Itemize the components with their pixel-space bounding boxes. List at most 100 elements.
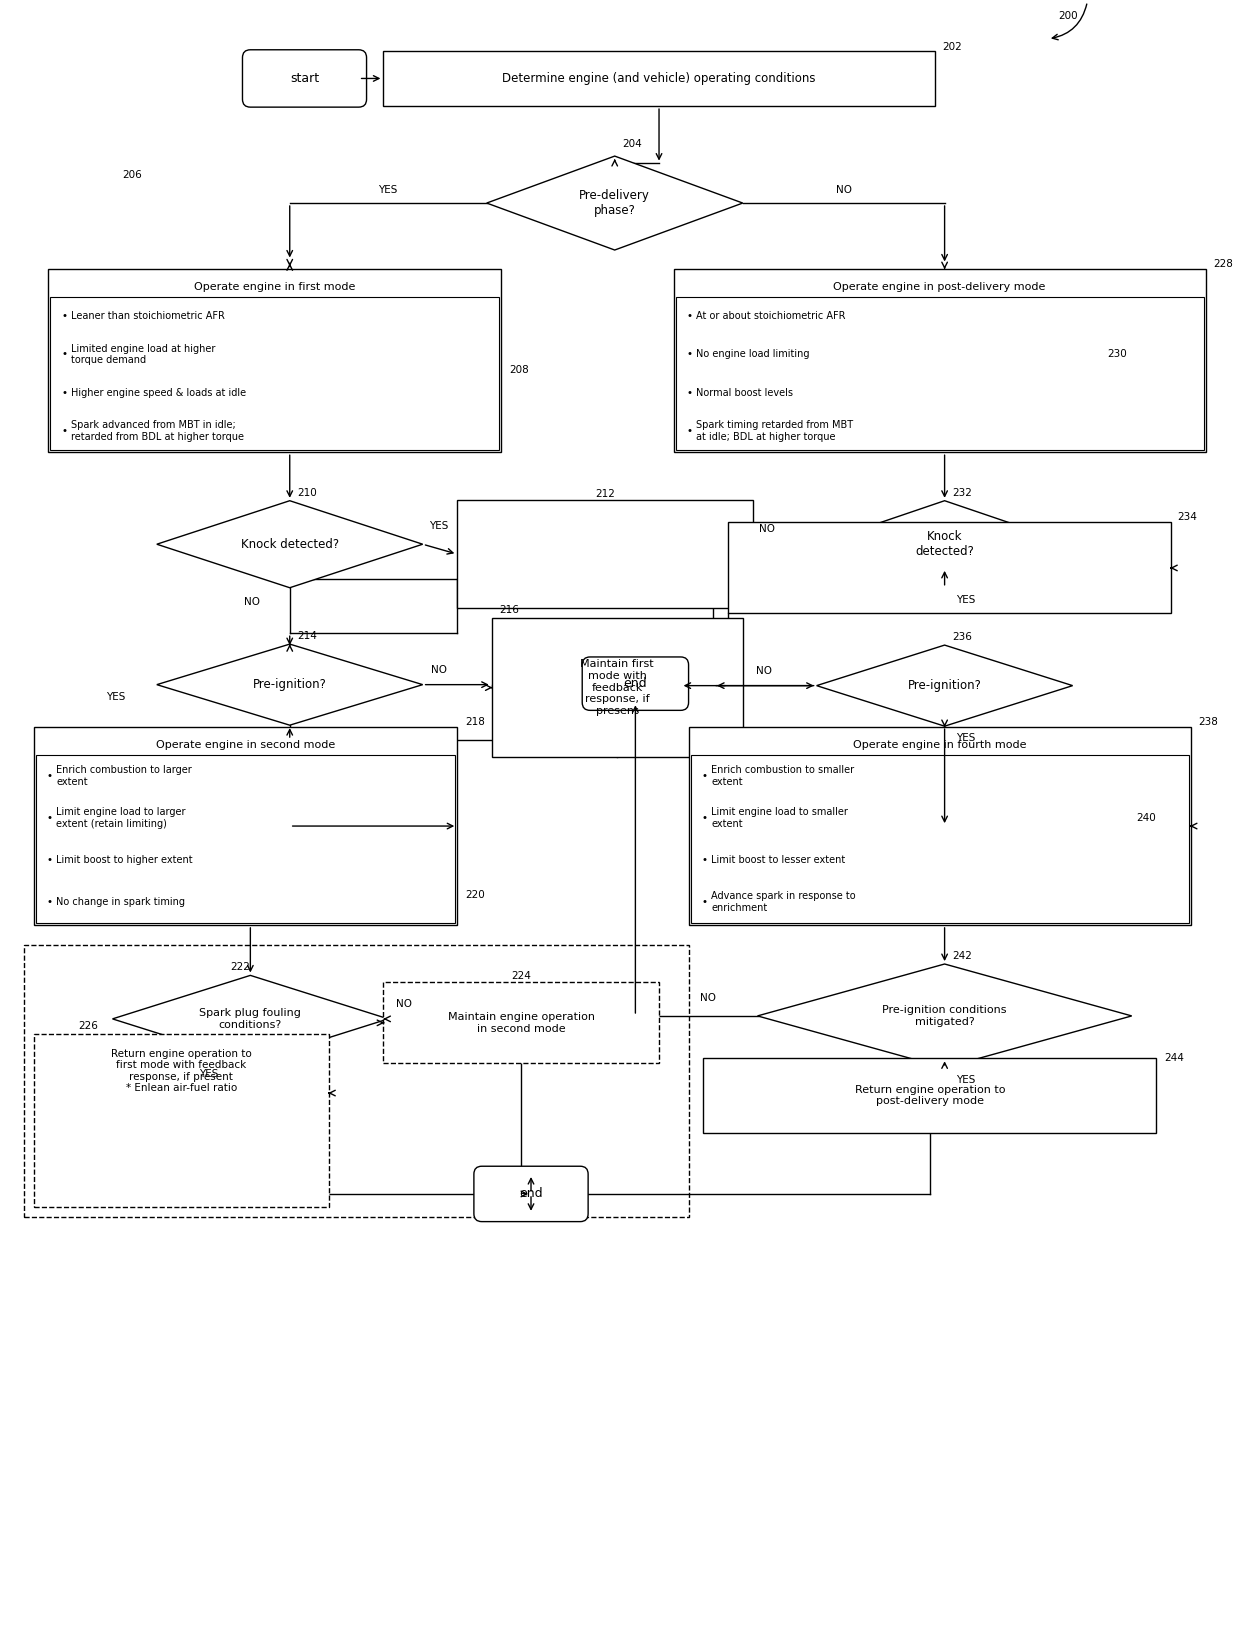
Text: •: • xyxy=(61,426,67,436)
Text: •: • xyxy=(47,771,52,781)
FancyBboxPatch shape xyxy=(48,269,501,452)
Text: NO: NO xyxy=(759,525,775,535)
Text: YES: YES xyxy=(956,1075,976,1085)
FancyBboxPatch shape xyxy=(474,1166,588,1222)
Text: YES: YES xyxy=(956,594,976,604)
Text: Knock
detected?: Knock detected? xyxy=(915,530,975,558)
Text: At or about stoichiometric AFR: At or about stoichiometric AFR xyxy=(697,310,846,322)
Text: •: • xyxy=(47,812,52,822)
Text: 200: 200 xyxy=(1058,12,1078,21)
Polygon shape xyxy=(156,500,423,588)
FancyBboxPatch shape xyxy=(36,755,455,923)
Text: 220: 220 xyxy=(465,890,485,900)
Text: 244: 244 xyxy=(1164,1053,1184,1063)
Text: •: • xyxy=(61,388,67,398)
Text: end: end xyxy=(520,1187,543,1200)
Text: NO: NO xyxy=(396,999,412,1009)
FancyBboxPatch shape xyxy=(676,297,1204,451)
Text: No engine load limiting: No engine load limiting xyxy=(697,350,810,360)
Text: Advance spark in response to
enrichment: Advance spark in response to enrichment xyxy=(712,892,856,913)
Text: Limit engine load to smaller
extent: Limit engine load to smaller extent xyxy=(712,807,848,829)
Text: •: • xyxy=(687,388,693,398)
Text: •: • xyxy=(47,896,52,906)
Text: Determine engine (and vehicle) operating conditions: Determine engine (and vehicle) operating… xyxy=(502,73,816,84)
FancyBboxPatch shape xyxy=(728,522,1171,614)
Text: •: • xyxy=(47,855,52,865)
Text: 230: 230 xyxy=(1107,350,1127,360)
Polygon shape xyxy=(156,644,423,725)
Text: •: • xyxy=(61,350,67,360)
Text: start: start xyxy=(290,73,319,84)
Text: Pre-ignition?: Pre-ignition? xyxy=(253,679,326,692)
Text: end: end xyxy=(624,677,647,690)
Text: •: • xyxy=(687,426,693,436)
Text: Operate engine in first mode: Operate engine in first mode xyxy=(195,282,356,292)
FancyBboxPatch shape xyxy=(51,297,500,451)
Text: 234: 234 xyxy=(1177,512,1197,522)
Text: Spark advanced from MBT in idle;
retarded from BDL at higher torque: Spark advanced from MBT in idle; retarde… xyxy=(71,421,244,442)
Text: Return engine operation to
first mode with feedback
response, if present
* Enlea: Return engine operation to first mode wi… xyxy=(112,1048,252,1093)
Text: Limit engine load to larger
extent (retain limiting): Limit engine load to larger extent (reta… xyxy=(56,807,186,829)
Text: 218: 218 xyxy=(465,717,485,726)
Text: 236: 236 xyxy=(952,632,972,642)
Text: NO: NO xyxy=(244,596,260,606)
Text: NO: NO xyxy=(430,665,446,675)
Text: Pre-ignition?: Pre-ignition? xyxy=(908,679,982,692)
Text: 240: 240 xyxy=(1137,812,1157,822)
Text: YES: YES xyxy=(956,733,976,743)
Text: •: • xyxy=(702,855,707,865)
Text: 238: 238 xyxy=(1199,717,1219,726)
Text: 206: 206 xyxy=(123,170,143,180)
FancyBboxPatch shape xyxy=(33,726,458,925)
Text: Operate engine in second mode: Operate engine in second mode xyxy=(156,740,335,750)
Text: Maintain engine operation
in second mode: Maintain engine operation in second mode xyxy=(448,1012,595,1034)
Text: 204: 204 xyxy=(622,139,642,149)
Text: •: • xyxy=(687,310,693,322)
Text: Spark plug fouling
conditions?: Spark plug fouling conditions? xyxy=(200,1009,301,1030)
Text: 222: 222 xyxy=(231,963,250,972)
Text: 226: 226 xyxy=(78,1020,98,1030)
Text: 242: 242 xyxy=(952,951,972,961)
Text: Return engine operation to
post-delivery mode: Return engine operation to post-delivery… xyxy=(854,1085,1006,1106)
Text: •: • xyxy=(61,310,67,322)
Text: Limited engine load at higher
torque demand: Limited engine load at higher torque dem… xyxy=(71,343,216,365)
FancyBboxPatch shape xyxy=(383,982,658,1063)
FancyBboxPatch shape xyxy=(383,51,935,106)
FancyBboxPatch shape xyxy=(673,269,1205,452)
Text: 212: 212 xyxy=(595,489,615,499)
FancyBboxPatch shape xyxy=(24,944,688,1217)
Text: •: • xyxy=(702,896,707,906)
Text: 216: 216 xyxy=(500,606,520,616)
Text: Enrich combustion to smaller
extent: Enrich combustion to smaller extent xyxy=(712,764,854,786)
FancyBboxPatch shape xyxy=(458,500,753,609)
Text: Spark timing retarded from MBT
at idle; BDL at higher torque: Spark timing retarded from MBT at idle; … xyxy=(697,421,853,442)
Text: Enrich combustion to larger
extent: Enrich combustion to larger extent xyxy=(56,764,192,786)
Text: Operate engine in post-delivery mode: Operate engine in post-delivery mode xyxy=(833,282,1045,292)
Text: Knock detected?: Knock detected? xyxy=(241,538,339,551)
Polygon shape xyxy=(113,976,388,1062)
FancyBboxPatch shape xyxy=(703,1058,1157,1133)
Polygon shape xyxy=(758,964,1132,1068)
Text: 208: 208 xyxy=(510,365,529,375)
Text: Leaner than stoichiometric AFR: Leaner than stoichiometric AFR xyxy=(71,310,224,322)
FancyBboxPatch shape xyxy=(243,50,367,107)
Polygon shape xyxy=(817,500,1073,588)
FancyBboxPatch shape xyxy=(691,755,1189,923)
Text: YES: YES xyxy=(429,522,448,532)
Text: Higher engine speed & loads at idle: Higher engine speed & loads at idle xyxy=(71,388,247,398)
Text: NO: NO xyxy=(756,665,773,675)
FancyBboxPatch shape xyxy=(491,619,743,756)
Text: •: • xyxy=(687,350,693,360)
Text: 232: 232 xyxy=(952,487,972,499)
Text: 214: 214 xyxy=(298,631,317,641)
Text: Limit boost to lesser extent: Limit boost to lesser extent xyxy=(712,855,846,865)
Text: Maintain first
mode with
feedback
response, if
present: Maintain first mode with feedback respon… xyxy=(580,659,653,717)
Text: YES: YES xyxy=(200,1070,218,1080)
Text: 224: 224 xyxy=(511,971,531,981)
Text: YES: YES xyxy=(378,185,398,195)
Polygon shape xyxy=(817,646,1073,726)
Text: NO: NO xyxy=(701,994,717,1004)
Text: Pre-delivery
phase?: Pre-delivery phase? xyxy=(579,190,650,216)
Text: •: • xyxy=(702,812,707,822)
Text: Pre-ignition conditions
mitigated?: Pre-ignition conditions mitigated? xyxy=(883,1005,1007,1027)
